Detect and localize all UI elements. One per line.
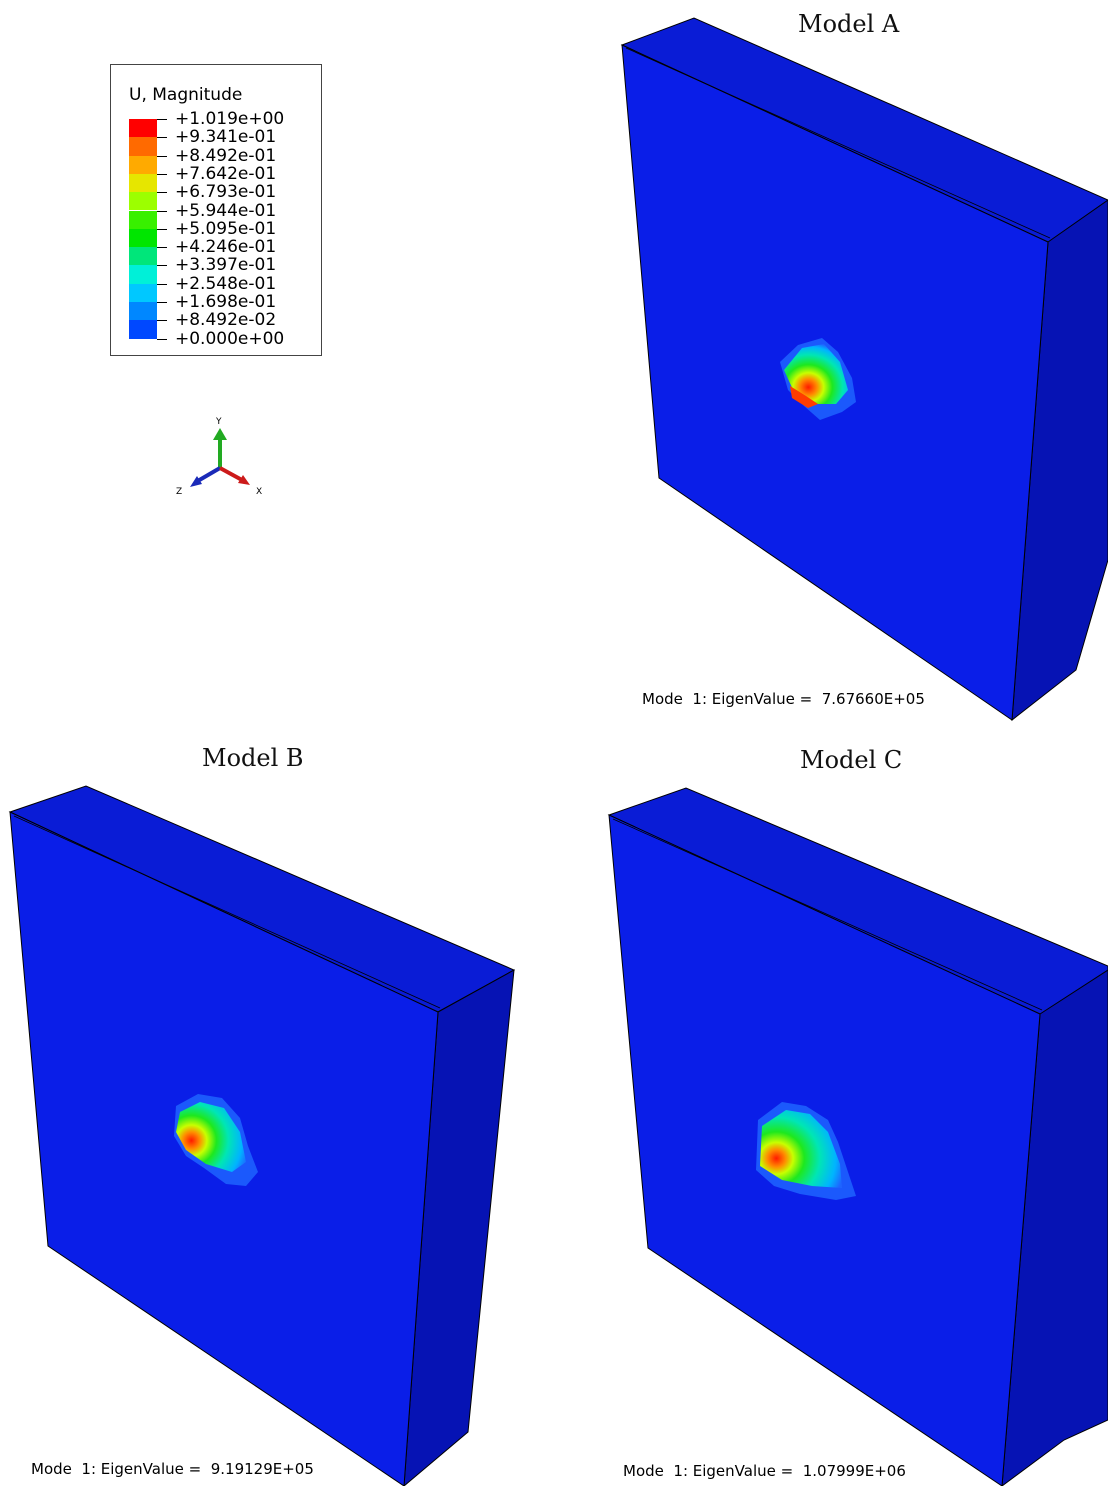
legend-label: +4.246e-01 xyxy=(175,237,277,258)
legend-tick xyxy=(157,137,167,139)
legend-tick xyxy=(157,283,167,285)
model-c-title: Model C xyxy=(800,746,903,774)
z-axis-label: Z xyxy=(176,487,182,497)
model-b-mode-text: Mode 1: EigenValue = 9.19129E+05 xyxy=(31,1460,314,1478)
legend-swatch xyxy=(129,247,157,266)
y-axis-label: Y xyxy=(215,417,222,427)
legend-label: +5.944e-01 xyxy=(175,200,277,221)
legend-swatch xyxy=(129,119,157,138)
legend-swatch xyxy=(129,302,157,321)
legend-label: +5.095e-01 xyxy=(175,218,277,239)
legend-label: +6.793e-01 xyxy=(175,182,277,203)
legend-swatch xyxy=(129,192,157,211)
legend-swatch xyxy=(129,228,157,248)
legend-swatch xyxy=(129,320,157,339)
legend-swatch xyxy=(129,265,157,284)
axis-triad-icon: Y Z X xyxy=(176,417,262,497)
legend-label: +1.698e-01 xyxy=(175,292,277,312)
model-a-title: Model A xyxy=(798,10,900,38)
legend-tick xyxy=(157,228,167,230)
legend-swatch xyxy=(129,155,157,174)
legend-tick xyxy=(157,173,167,175)
model-b-title: Model B xyxy=(202,744,304,772)
legend-label: +9.341e-01 xyxy=(175,127,277,148)
legend-swatch xyxy=(129,283,157,302)
legend-tick xyxy=(157,192,167,194)
legend-tick xyxy=(157,155,167,157)
legend-label: +0.000e+00 xyxy=(175,328,285,349)
legend-label: +3.397e-01 xyxy=(175,255,277,276)
legend-label: +8.492e-02 xyxy=(175,310,277,331)
model-a-mode-text: Mode 1: EigenValue = 7.67660E+05 xyxy=(642,690,925,708)
legend-tick xyxy=(157,210,167,212)
model-c-mode-text: Mode 1: EigenValue = 1.07999E+06 xyxy=(623,1462,906,1480)
legend-tick xyxy=(157,302,167,303)
legend-label: +2.548e-01 xyxy=(175,273,277,294)
legend-label: +8.492e-01 xyxy=(175,145,277,166)
legend-tick xyxy=(157,338,167,340)
x-axis-label: X xyxy=(256,487,262,497)
legend-tick xyxy=(157,119,167,120)
legend-tick xyxy=(157,265,167,267)
legend-label: +7.642e-01 xyxy=(175,163,277,184)
legend-swatch xyxy=(129,210,157,229)
legend-tick xyxy=(157,247,167,249)
color-legend: U, Magnitude +1.019e+00 +9.341e-01 +8.492e… xyxy=(110,64,322,356)
legend-label: +1.019e+00 xyxy=(175,109,285,129)
legend-swatch xyxy=(129,173,157,193)
legend-swatch xyxy=(129,137,157,156)
legend-tick xyxy=(157,320,167,322)
legend-title: U, Magnitude xyxy=(129,85,243,105)
